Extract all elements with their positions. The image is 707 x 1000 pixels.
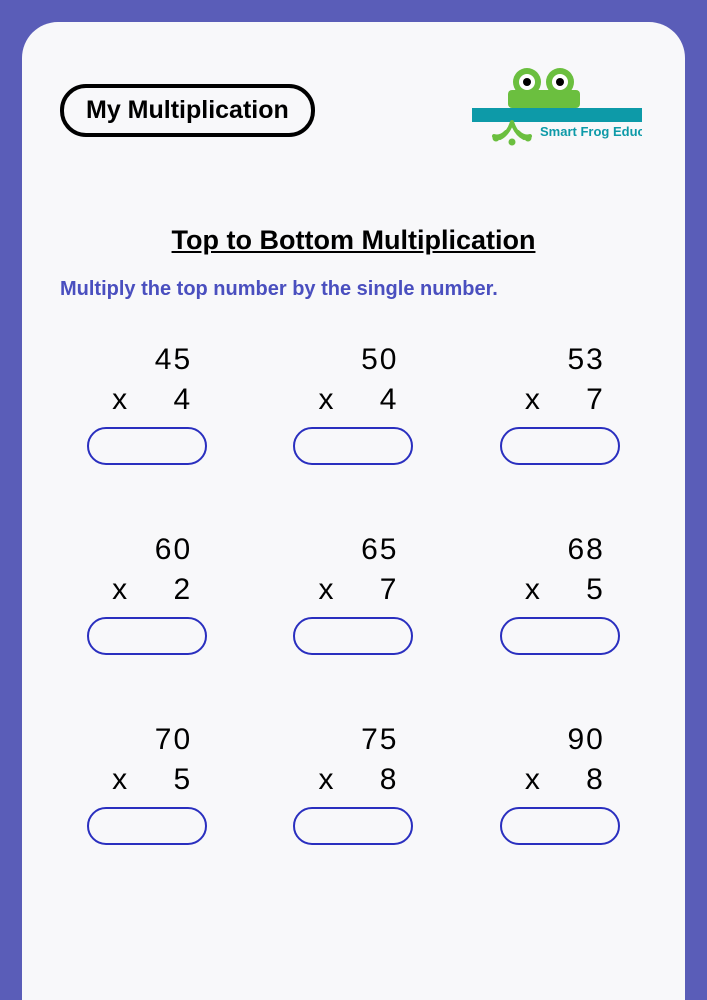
problem-cell: 68 x5 [477,533,643,655]
multiplier-row: x4 [102,383,192,417]
answer-box[interactable] [87,807,207,845]
operator: x [112,573,142,607]
logo-text: Smart Frog Education [540,124,642,139]
answer-box[interactable] [87,427,207,465]
multiplier-row: x7 [515,383,605,417]
multiplicand: 90 [515,723,605,757]
answer-box[interactable] [500,427,620,465]
multiplier: 8 [555,763,605,797]
answer-box[interactable] [500,807,620,845]
multiplicand: 50 [308,343,398,377]
multiplier-row: x8 [515,763,605,797]
multiplicand: 60 [102,533,192,567]
worksheet-page: My Multiplication Smart Frog Education T… [22,22,685,1000]
problem-cell: 60 x2 [64,533,230,655]
multiplier-row: x8 [308,763,398,797]
operator: x [525,763,555,797]
problem-cell: 70 x5 [64,723,230,845]
multiplier: 7 [555,383,605,417]
operator: x [112,763,142,797]
multiplier-row: x5 [102,763,192,797]
multiplicand: 68 [515,533,605,567]
operator: x [525,573,555,607]
answer-box[interactable] [87,617,207,655]
multiplier-row: x5 [515,573,605,607]
multiplicand: 53 [515,343,605,377]
answer-box[interactable] [293,617,413,655]
problem-cell: 45 x4 [64,343,230,465]
instruction-text: Multiply the top number by the single nu… [60,278,647,301]
answer-box[interactable] [500,617,620,655]
answer-box[interactable] [293,427,413,465]
multiplier-row: x2 [102,573,192,607]
multiplicand: 45 [102,343,192,377]
multiplier-row: x4 [308,383,398,417]
multiplicand: 65 [308,533,398,567]
operator: x [318,573,348,607]
frog-icon: Smart Frog Education [472,60,642,160]
operator: x [525,383,555,417]
header: My Multiplication Smart Frog Education [60,60,647,165]
answer-box[interactable] [293,807,413,845]
operator: x [318,383,348,417]
multiplicand: 70 [102,723,192,757]
multiplier: 8 [348,763,398,797]
multiplier-row: x7 [308,573,398,607]
multiplier: 7 [348,573,398,607]
problem-cell: 53 x7 [477,343,643,465]
multiplier: 4 [348,383,398,417]
multiplier: 5 [142,763,192,797]
worksheet-badge: My Multiplication [60,84,315,137]
problem-cell: 75 x8 [270,723,436,845]
brand-logo: Smart Frog Education [467,60,647,165]
multiplier: 4 [142,383,192,417]
multiplier: 2 [142,573,192,607]
operator: x [318,763,348,797]
problem-cell: 65 x7 [270,533,436,655]
problem-cell: 50 x4 [270,343,436,465]
worksheet-title: Top to Bottom Multiplication [60,225,647,256]
problems-grid: 45x450x453x760x265x768x570x575x890x8 [60,343,647,845]
multiplier: 5 [555,573,605,607]
operator: x [112,383,142,417]
problem-cell: 90 x8 [477,723,643,845]
multiplicand: 75 [308,723,398,757]
